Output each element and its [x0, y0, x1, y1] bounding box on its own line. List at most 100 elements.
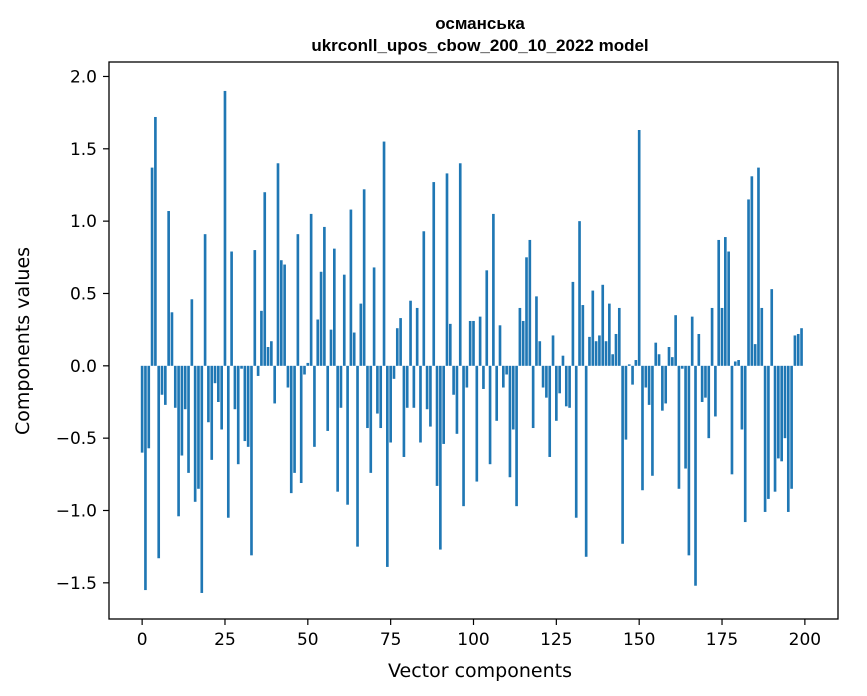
bar-179 — [733, 361, 737, 366]
bar-176 — [724, 237, 727, 366]
bar-166 — [690, 316, 694, 366]
bar-191 — [773, 365, 777, 492]
bar-60 — [339, 365, 343, 408]
bar-133 — [581, 305, 585, 366]
bar-76 — [392, 365, 396, 379]
bar-9 — [170, 312, 174, 366]
bar-54 — [319, 271, 323, 366]
bar-36 — [260, 310, 263, 366]
bar-168 — [697, 333, 701, 366]
bar-136 — [591, 290, 595, 366]
bar-113 — [515, 365, 518, 507]
bar-110 — [505, 365, 508, 375]
bar-28 — [233, 365, 237, 410]
bars-group — [140, 90, 803, 593]
bar-65 — [356, 365, 359, 547]
bar-49 — [303, 365, 306, 375]
bar-44 — [286, 365, 290, 388]
bar-68 — [366, 365, 369, 429]
bar-159 — [667, 347, 671, 366]
bar-114 — [518, 307, 522, 366]
bar-154 — [651, 365, 654, 476]
bar-105 — [488, 365, 492, 465]
bar-51 — [309, 213, 313, 366]
bar-19 — [203, 234, 207, 366]
bar-91 — [442, 365, 445, 444]
bar-103 — [482, 365, 485, 389]
bar-102 — [478, 316, 482, 366]
bar-152 — [644, 365, 648, 388]
bar-87 — [429, 365, 432, 427]
bar-160 — [670, 357, 674, 366]
bar-149 — [634, 360, 638, 366]
bar-46 — [293, 365, 296, 473]
bar-167 — [694, 365, 697, 586]
bar-158 — [664, 365, 668, 404]
bar-107 — [495, 365, 499, 421]
bar-106 — [492, 213, 495, 366]
bar-39 — [270, 341, 273, 366]
bar-138 — [598, 335, 601, 366]
bar-173 — [714, 365, 717, 417]
bar-185 — [753, 344, 757, 366]
bar-129 — [568, 365, 571, 408]
bar-122 — [545, 365, 548, 398]
x-tick-label: 0 — [137, 630, 148, 650]
bar-41 — [276, 163, 280, 366]
bar-85 — [422, 231, 426, 366]
x-tick-label: 25 — [214, 630, 236, 650]
y-tick-label: 2.0 — [70, 67, 97, 87]
bar-82 — [412, 365, 416, 408]
bar-148 — [631, 365, 634, 385]
bar-153 — [647, 365, 651, 405]
bar-131 — [574, 365, 578, 518]
bar-29 — [236, 365, 240, 465]
bar-172 — [710, 307, 714, 366]
bar-161 — [674, 315, 677, 366]
bar-193 — [780, 365, 783, 462]
bar-75 — [389, 365, 392, 443]
bar-22 — [213, 365, 217, 384]
bar-21 — [210, 365, 214, 460]
bar-10 — [173, 365, 177, 408]
bar-55 — [323, 226, 326, 366]
bar-123 — [548, 365, 552, 457]
bar-95 — [455, 365, 459, 434]
bar-31 — [243, 365, 247, 442]
bar-137 — [594, 341, 598, 366]
bar-74 — [386, 365, 389, 567]
chart-subtitle: ukrconll_upos_cbow_200_10_2022 model — [311, 36, 648, 55]
bar-33 — [250, 365, 253, 556]
bar-11 — [177, 365, 180, 517]
bar-145 — [621, 365, 624, 544]
bar-190 — [770, 289, 774, 366]
bar-57 — [329, 329, 333, 366]
chart-title: османська — [435, 14, 525, 33]
bar-124 — [551, 335, 555, 366]
bar-64 — [352, 332, 356, 366]
bar-42 — [279, 260, 283, 366]
bar-117 — [528, 239, 532, 366]
bar-170 — [704, 365, 707, 398]
bar-198 — [796, 333, 800, 366]
x-tick-label: 150 — [623, 630, 655, 650]
bar-50 — [306, 362, 310, 366]
bar-165 — [687, 365, 691, 556]
x-tick-label: 50 — [297, 630, 319, 650]
bar-53 — [316, 319, 320, 366]
bar-155 — [654, 342, 658, 366]
bar-189 — [767, 365, 770, 499]
bar-151 — [641, 365, 644, 491]
bar-61 — [342, 274, 346, 366]
bar-26 — [226, 365, 230, 518]
bar-48 — [299, 365, 303, 484]
bar-132 — [578, 221, 581, 366]
bar-183 — [747, 199, 750, 366]
y-axis-ticks: −1.5 −1.0 −0.5 0.0 0.5 1.0 1.5 2.0 — [56, 67, 109, 594]
y-tick-label: 0.0 — [70, 357, 97, 377]
bar-177 — [727, 251, 730, 366]
bar-43 — [283, 264, 286, 366]
bar-197 — [793, 335, 797, 366]
bar-141 — [608, 303, 611, 366]
bar-77 — [395, 328, 399, 366]
